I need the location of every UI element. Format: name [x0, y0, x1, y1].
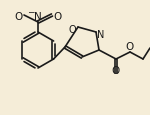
- Text: O: O: [68, 25, 76, 35]
- Text: O: O: [53, 12, 61, 22]
- Text: N: N: [97, 30, 104, 40]
- Text: O: O: [15, 12, 23, 22]
- Text: N: N: [34, 12, 42, 22]
- Text: −: −: [27, 7, 34, 16]
- Text: O: O: [126, 42, 134, 52]
- Text: O: O: [112, 65, 120, 75]
